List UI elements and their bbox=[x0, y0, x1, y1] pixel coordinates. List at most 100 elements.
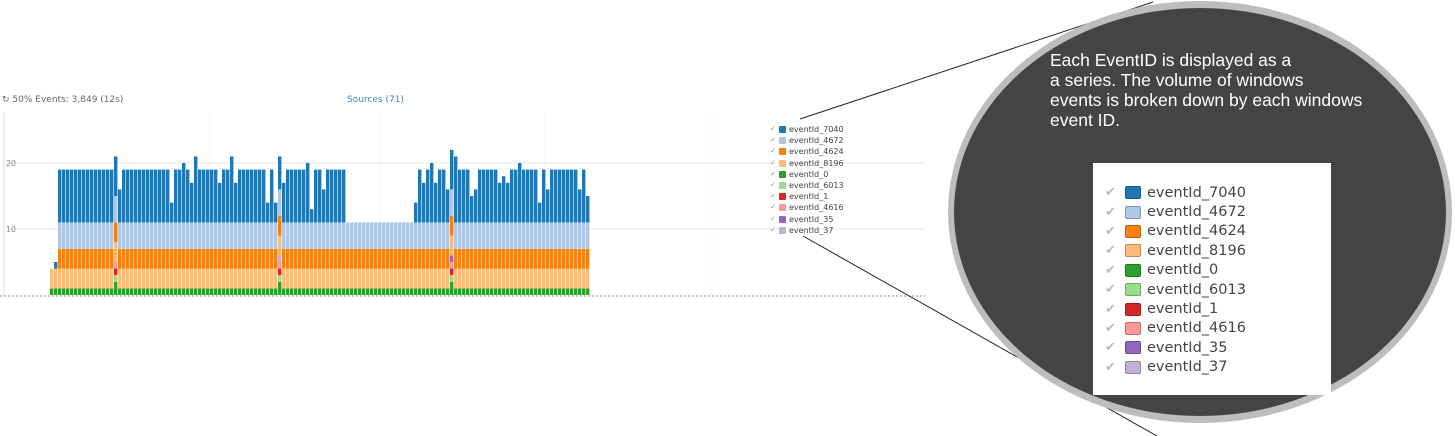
bar-segment-eventid-4672 bbox=[366, 222, 370, 249]
bar-segment-eventid-4624 bbox=[214, 248, 218, 269]
legend-item-eventid-4672[interactable]: ✔ eventId_4672 bbox=[770, 135, 844, 146]
zoomed-legend-item-eventid-35[interactable]: ✔ eventId_35 bbox=[1105, 338, 1246, 357]
bar-segment-eventid-0 bbox=[454, 288, 458, 295]
bar-segment-eventid-7040 bbox=[222, 169, 226, 223]
bar-segment-eventid-0 bbox=[374, 288, 378, 295]
bar-segment-eventid-4672 bbox=[334, 222, 338, 249]
bar-segment-eventid-0 bbox=[446, 288, 450, 295]
bar-segment-eventid-4624 bbox=[126, 248, 130, 269]
legend-label: eventId_4616 bbox=[789, 203, 844, 213]
bar-segment-eventid-0 bbox=[134, 288, 138, 295]
bar-segment-eventid-8196 bbox=[494, 268, 498, 289]
zoomed-legend-item-eventid-7040[interactable]: ✔ eventId_7040 bbox=[1105, 183, 1246, 202]
bar-segment-eventid-7040 bbox=[86, 169, 90, 223]
bar-segment-eventid-0 bbox=[542, 288, 546, 295]
bar-segment-eventid-4672 bbox=[530, 222, 534, 249]
bar-segment-eventid-8196 bbox=[334, 268, 338, 289]
legend-item-eventid-4624[interactable]: ✔ eventId_4624 bbox=[770, 146, 844, 157]
bar-segment-eventid-4624 bbox=[350, 248, 354, 269]
bar-segment-eventid-8196 bbox=[298, 268, 302, 289]
bar-segment-eventid-4672 bbox=[518, 222, 522, 249]
bar-segment-eventid-4672 bbox=[246, 222, 250, 249]
bar-segment-eventid-7040 bbox=[534, 169, 538, 223]
bar-segment-eventid-7040 bbox=[478, 169, 482, 223]
legend-item-eventid-35[interactable]: ✔ eventId_35 bbox=[770, 214, 844, 225]
bar-segment-eventid-8196 bbox=[586, 268, 590, 289]
bar-segment-eventid-8196 bbox=[198, 268, 202, 289]
bar-segment-eventid-4624 bbox=[430, 248, 434, 269]
bar-segment-eventid-8196 bbox=[362, 268, 366, 289]
legend-item-eventid-0[interactable]: ✔ eventId_0 bbox=[770, 169, 844, 180]
bar-segment-eventid-4672 bbox=[450, 189, 454, 216]
bar-segment-eventid-0 bbox=[286, 288, 290, 295]
bar-segment-eventid-0 bbox=[170, 288, 174, 295]
bar-segment-eventid-8196 bbox=[378, 268, 382, 289]
bar-segment-eventid-7040 bbox=[418, 169, 422, 223]
legend-item-eventid-7040[interactable]: ✔ eventId_7040 bbox=[770, 124, 844, 135]
bar-segment-eventid-0 bbox=[62, 288, 66, 295]
bar-segment-eventid-8196 bbox=[74, 268, 78, 289]
bar-segment-eventid-0 bbox=[534, 288, 538, 295]
legend-item-eventid-4616[interactable]: ✔ eventId_4616 bbox=[770, 202, 844, 213]
bar-segment-eventid-7040 bbox=[442, 169, 446, 223]
bar-segment-eventid-0 bbox=[186, 288, 190, 295]
bar-segment-eventid-4616 bbox=[278, 262, 282, 269]
sources-link[interactable]: Sources (71) bbox=[347, 95, 404, 105]
bar-segment-eventid-7040 bbox=[262, 169, 266, 223]
bar-segment-eventid-7040 bbox=[198, 169, 202, 223]
bar-segment-eventid-8196 bbox=[82, 268, 86, 289]
bar-segment-eventid-8196 bbox=[550, 268, 554, 289]
y-tick-label: 10 bbox=[6, 225, 16, 234]
legend-item-eventid-8196[interactable]: ✔ eventId_8196 bbox=[770, 158, 844, 169]
bar-segment-eventid-4624 bbox=[486, 248, 490, 269]
bar-segment-eventid-1 bbox=[278, 268, 282, 276]
bar-segment-eventid-4624 bbox=[286, 248, 290, 269]
bar-segment-eventid-8196 bbox=[130, 268, 134, 289]
bar-segment-eventid-8196 bbox=[478, 268, 482, 289]
bar-segment-eventid-8196 bbox=[342, 268, 346, 289]
bar-segment-eventid-7040 bbox=[258, 169, 262, 223]
legend-swatch bbox=[1125, 224, 1141, 238]
bar-segment-eventid-4672 bbox=[174, 222, 178, 249]
legend-item-eventid-6013[interactable]: ✔ eventId_6013 bbox=[770, 180, 844, 191]
bar-segment-eventid-4624 bbox=[498, 248, 502, 269]
legend-item-eventid-37[interactable]: ✔ eventId_37 bbox=[770, 225, 844, 236]
zoomed-legend-item-eventid-1[interactable]: ✔ eventId_1 bbox=[1105, 299, 1246, 318]
bar-segment-eventid-4672 bbox=[430, 222, 434, 249]
bar-segment-eventid-0 bbox=[430, 288, 434, 295]
zoomed-legend-item-eventid-4624[interactable]: ✔ eventId_4624 bbox=[1105, 222, 1246, 241]
zoomed-legend-item-eventid-4672[interactable]: ✔ eventId_4672 bbox=[1105, 202, 1246, 221]
bar-segment-eventid-4624 bbox=[250, 248, 254, 269]
zoomed-legend-item-eventid-0[interactable]: ✔ eventId_0 bbox=[1105, 261, 1246, 280]
bar-segment-eventid-4624 bbox=[518, 248, 522, 269]
bar-segment-eventid-4672 bbox=[270, 222, 274, 249]
bar-segment-eventid-4624 bbox=[410, 248, 414, 269]
bar-segment-eventid-4624 bbox=[230, 248, 234, 269]
bar-segment-eventid-4624 bbox=[538, 248, 542, 269]
zoomed-legend-item-eventid-8196[interactable]: ✔ eventId_8196 bbox=[1105, 241, 1246, 260]
bar-segment-eventid-8196 bbox=[78, 268, 82, 289]
bar-segment-eventid-4672 bbox=[282, 222, 286, 249]
bar-segment-eventid-0 bbox=[162, 288, 166, 295]
bar-segment-eventid-4672 bbox=[566, 222, 570, 249]
bar-segment-eventid-0 bbox=[518, 288, 522, 295]
zoomed-legend-item-eventid-37[interactable]: ✔ eventId_37 bbox=[1105, 358, 1246, 377]
bar-segment-eventid-0 bbox=[94, 288, 98, 295]
bar-segment-eventid-4624 bbox=[438, 248, 442, 269]
zoomed-legend-item-eventid-4616[interactable]: ✔ eventId_4616 bbox=[1105, 319, 1246, 338]
bar-segment-eventid-4672 bbox=[454, 222, 458, 249]
bar-segment-eventid-4672 bbox=[130, 222, 134, 249]
bar-segment-eventid-0 bbox=[246, 288, 250, 295]
bar-segment-eventid-4672 bbox=[218, 222, 222, 249]
zoomed-legend-item-eventid-6013[interactable]: ✔ eventId_6013 bbox=[1105, 280, 1246, 299]
bar-segment-eventid-8196 bbox=[526, 268, 530, 289]
legend-item-eventid-1[interactable]: ✔ eventId_1 bbox=[770, 191, 844, 202]
bar-segment-eventid-0 bbox=[570, 288, 574, 295]
bar-segment-eventid-7040 bbox=[270, 169, 274, 223]
bar-segment-eventid-4672 bbox=[230, 222, 234, 249]
bar-segment-eventid-4672 bbox=[194, 222, 198, 249]
bar-segment-eventid-4672 bbox=[186, 222, 190, 249]
bar-segment-eventid-8196 bbox=[454, 268, 458, 289]
bar-segment-eventid-8196 bbox=[434, 268, 438, 289]
bar-segment-eventid-0 bbox=[74, 288, 78, 295]
